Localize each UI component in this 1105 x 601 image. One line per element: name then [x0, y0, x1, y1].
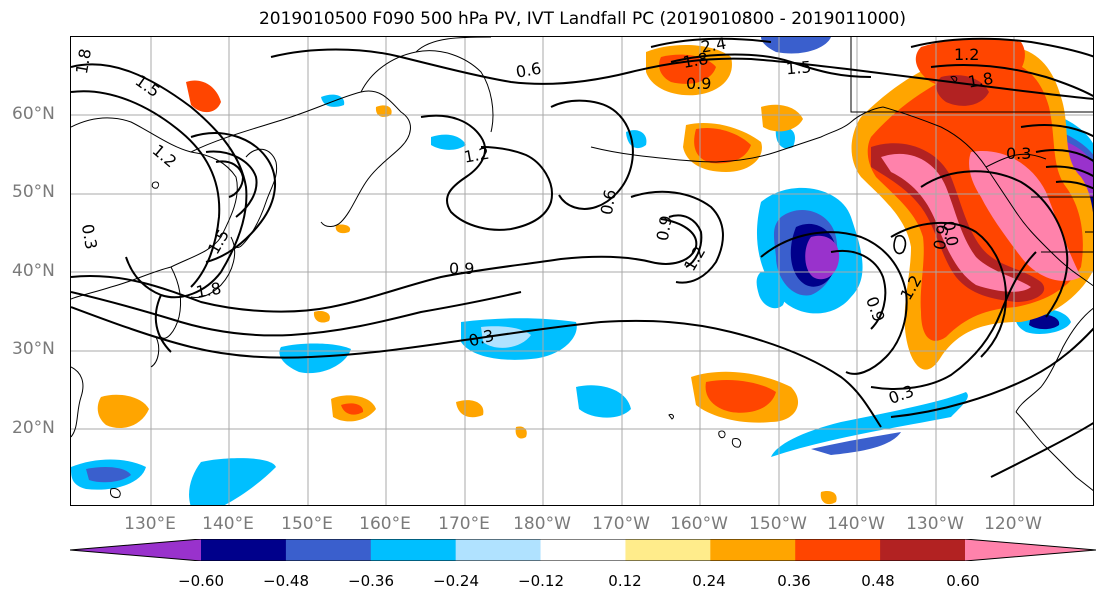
colorbar-segment [285, 539, 372, 561]
contour-label: 0.9 [686, 74, 711, 93]
contour-label: 0.3 [78, 223, 101, 251]
pv-contours [71, 37, 1093, 478]
lon-label-150w: 150°W [749, 514, 807, 534]
contour-label: 1.2 [462, 144, 490, 167]
colorbar [70, 539, 1096, 561]
contour-label: 0.9 [930, 223, 953, 251]
colorbar-tick: −0.60 [178, 572, 224, 590]
contour-label: 0.9 [653, 214, 676, 242]
colorbar-tick: −0.48 [263, 572, 309, 590]
contour-label: 1.8 [72, 47, 95, 75]
contour-label: 1.8 [194, 279, 222, 302]
lat-label-30n: 30°N [12, 339, 55, 359]
lat-label-40n: 40°N [12, 261, 55, 281]
contour-label: 0.3 [886, 381, 916, 408]
colorbar-segment [370, 539, 457, 561]
colorbar-segment [455, 539, 542, 561]
colorbar-segment [70, 539, 201, 561]
contour-labels: 1.8 1.5 1.2 0.3 1.5 1.8 0.6 1.2 0.9 0.6 … [72, 37, 1032, 408]
colorbar-segment [965, 539, 1096, 561]
colorbar-tick: 0.60 [946, 572, 980, 590]
lon-label-150e: 150°E [281, 514, 333, 534]
colorbar-segment [710, 539, 796, 561]
colorbar-segment [540, 539, 626, 561]
positive-anomaly-shading [97, 38, 1093, 505]
contour-label: 1.2 [149, 140, 181, 171]
contour-label: 1.8 [681, 49, 709, 72]
colorbar-tick: 0.36 [777, 572, 811, 590]
colorbar-tick: −0.12 [518, 572, 564, 590]
map-svg: 1.8 1.5 1.2 0.3 1.5 1.8 0.6 1.2 0.9 0.6 … [71, 37, 1093, 505]
lon-label-120w: 120°W [984, 514, 1042, 534]
colorbar-tick: −0.24 [433, 572, 479, 590]
contour-label: 1.8 [966, 69, 994, 92]
contour-label: 0.9 [449, 259, 474, 278]
colorbar-tick: 0.24 [692, 572, 726, 590]
colorbar-tick: −0.36 [348, 572, 394, 590]
contour-label: 1.5 [785, 57, 812, 78]
lon-label-140w: 140°W [827, 514, 885, 534]
colorbar-segments [70, 539, 1096, 561]
lon-label-140e: 140°E [202, 514, 254, 534]
colorbar-tick: 0.48 [861, 572, 895, 590]
lat-label-60n: 60°N [12, 104, 55, 124]
contour-label: 1.2 [680, 243, 709, 275]
colorbar-tick: 0.12 [608, 572, 642, 590]
lon-label-160e: 160°E [359, 514, 411, 534]
colorbar-segment [625, 539, 711, 561]
graticule [71, 37, 1093, 505]
plot-title: 2019010500 F090 500 hPa PV, IVT Landfall… [258, 9, 906, 29]
contour-label: 0.6 [597, 188, 620, 216]
map-area: 1.8 1.5 1.2 0.3 1.5 1.8 0.6 1.2 0.9 0.6 … [70, 36, 1094, 506]
lat-label-20n: 20°N [12, 418, 55, 438]
lon-label-130e: 130°E [124, 514, 176, 534]
contour-label: 0.0 [939, 219, 962, 247]
contour-label: 0.6 [514, 59, 542, 82]
contour-label: 1.2 [954, 45, 979, 64]
contour-label: 1.5 [132, 71, 164, 101]
lon-label-170e: 170°E [438, 514, 490, 534]
contour-label: 2.4 [699, 37, 727, 57]
lon-label-130w: 130°W [906, 514, 964, 534]
lon-label-180w: 180°W [513, 514, 571, 534]
lon-label-160w: 160°W [670, 514, 728, 534]
colorbar-segment [795, 539, 881, 561]
colorbar-segment [201, 539, 287, 561]
lon-label-170w: 170°W [592, 514, 650, 534]
contour-label: 0.3 [1006, 144, 1031, 163]
lat-label-50n: 50°N [12, 182, 55, 202]
coastlines [71, 37, 1093, 492]
colorbar-segment [880, 539, 966, 561]
